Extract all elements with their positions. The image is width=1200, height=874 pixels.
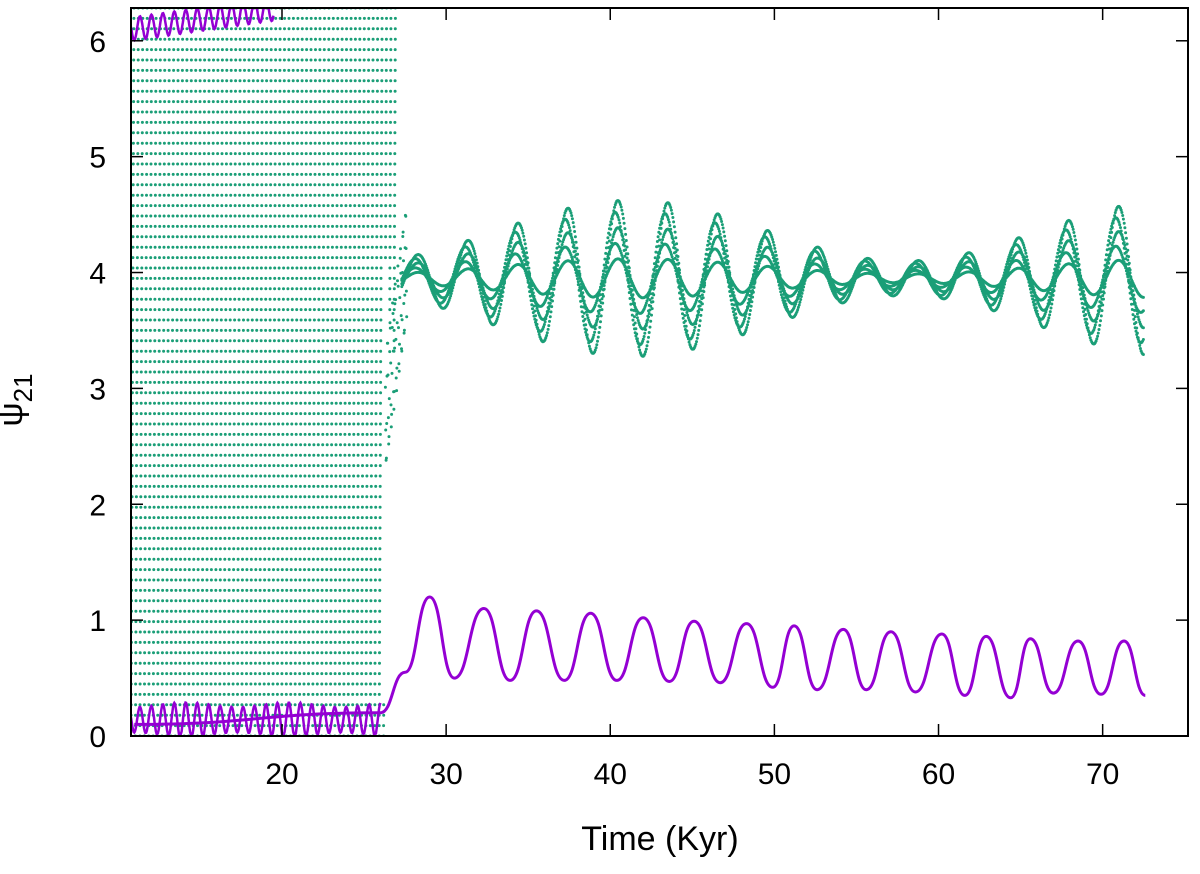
purple-series-early-low <box>131 700 382 736</box>
y-tick-label: 6 <box>89 26 106 59</box>
x-tick-label: 40 <box>594 758 627 791</box>
y-tick-label: 5 <box>89 142 106 175</box>
y-axis-title-main: ψ <box>0 402 30 426</box>
x-tick-label: 30 <box>429 758 462 791</box>
purple-series-early-high <box>131 8 275 43</box>
y-tick-label: 3 <box>89 373 106 406</box>
y-tick-label: 2 <box>89 489 106 522</box>
x-tick-label: 70 <box>1086 758 1119 791</box>
x-axis-title: Time (Kyr) <box>581 820 738 858</box>
y-axis-title: ψ21 <box>0 373 38 426</box>
y-axis-title-subscript: 21 <box>8 373 38 402</box>
plot-frame <box>130 7 1189 737</box>
purple-series-line <box>134 595 1147 726</box>
y-tick-label: 0 <box>89 721 106 754</box>
x-tick-label: 20 <box>265 758 298 791</box>
purple-series <box>131 8 1147 736</box>
green-series <box>131 8 1145 736</box>
y-tick-label: 4 <box>89 258 106 291</box>
x-tick-label: 60 <box>922 758 955 791</box>
x-tick-label: 50 <box>758 758 791 791</box>
y-tick-label: 1 <box>89 605 106 638</box>
green-series-dots <box>131 8 1145 736</box>
axis-ticks: 20 30 40 50 60 70 0 1 2 3 4 5 6 <box>89 8 1188 791</box>
